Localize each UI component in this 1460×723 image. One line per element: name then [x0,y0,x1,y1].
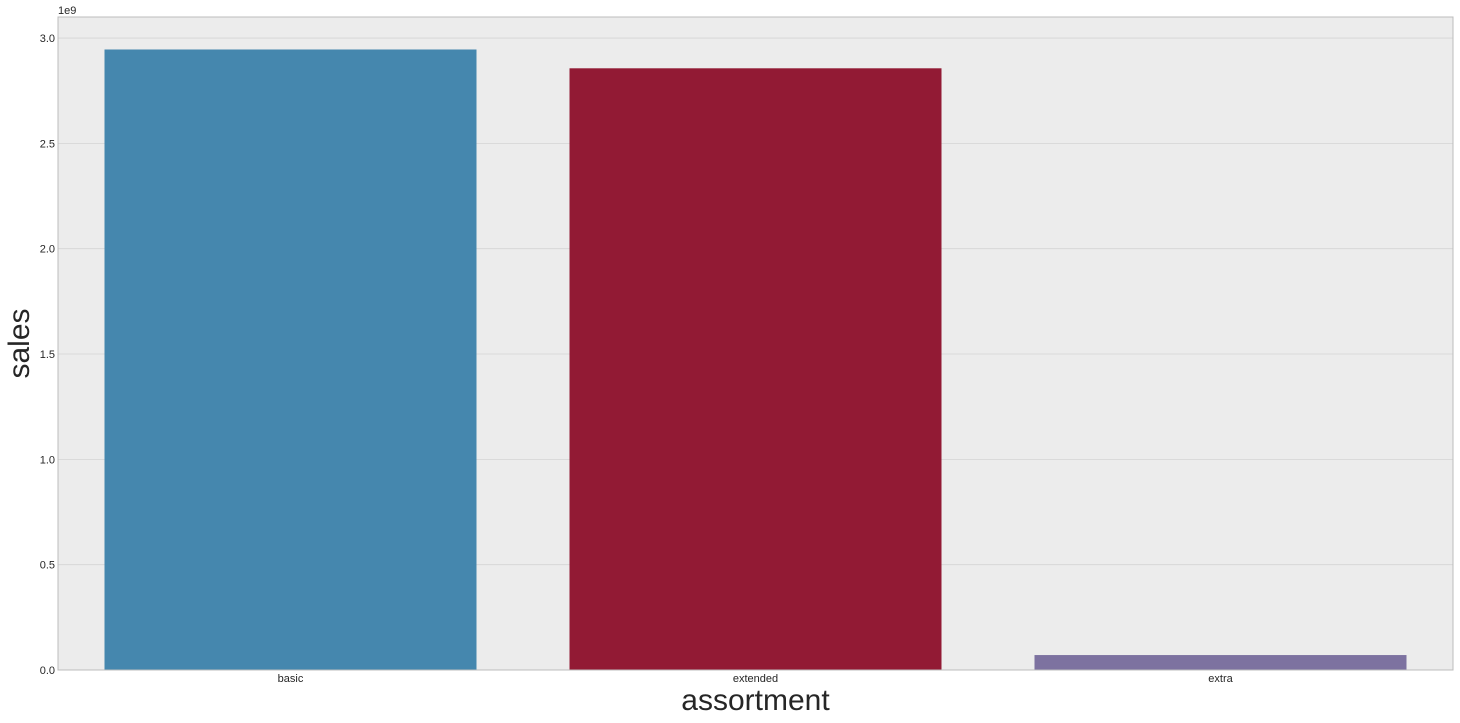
y-tick-label: 0.0 [40,665,55,677]
bar-extra [1034,655,1407,670]
x-axis-label: assortment [681,684,830,717]
x-axis-ticks: basic extended extra [278,673,1234,685]
y-tick-label: 0.5 [40,560,55,572]
bar-extended [569,68,942,671]
plot-border [57,16,1454,671]
y-tick-label: 1.5 [40,349,55,361]
y-tick-label: 2.5 [40,138,55,150]
x-tick-label: extended [733,673,778,685]
x-tick-label: extra [1208,673,1233,685]
y-axis-ticks: 0.0 0.5 1.0 1.5 2.0 2.5 3.0 [40,33,55,677]
bar-basic [104,49,477,670]
x-tick-label: basic [278,673,304,685]
bars [104,49,1407,671]
y-tick-label: 2.0 [40,244,55,256]
y-axis-label: sales [3,308,36,378]
y-offset-label: 1e9 [58,5,76,17]
y-tick-label: 1.0 [40,454,55,466]
y-tick-label: 3.0 [40,33,55,45]
